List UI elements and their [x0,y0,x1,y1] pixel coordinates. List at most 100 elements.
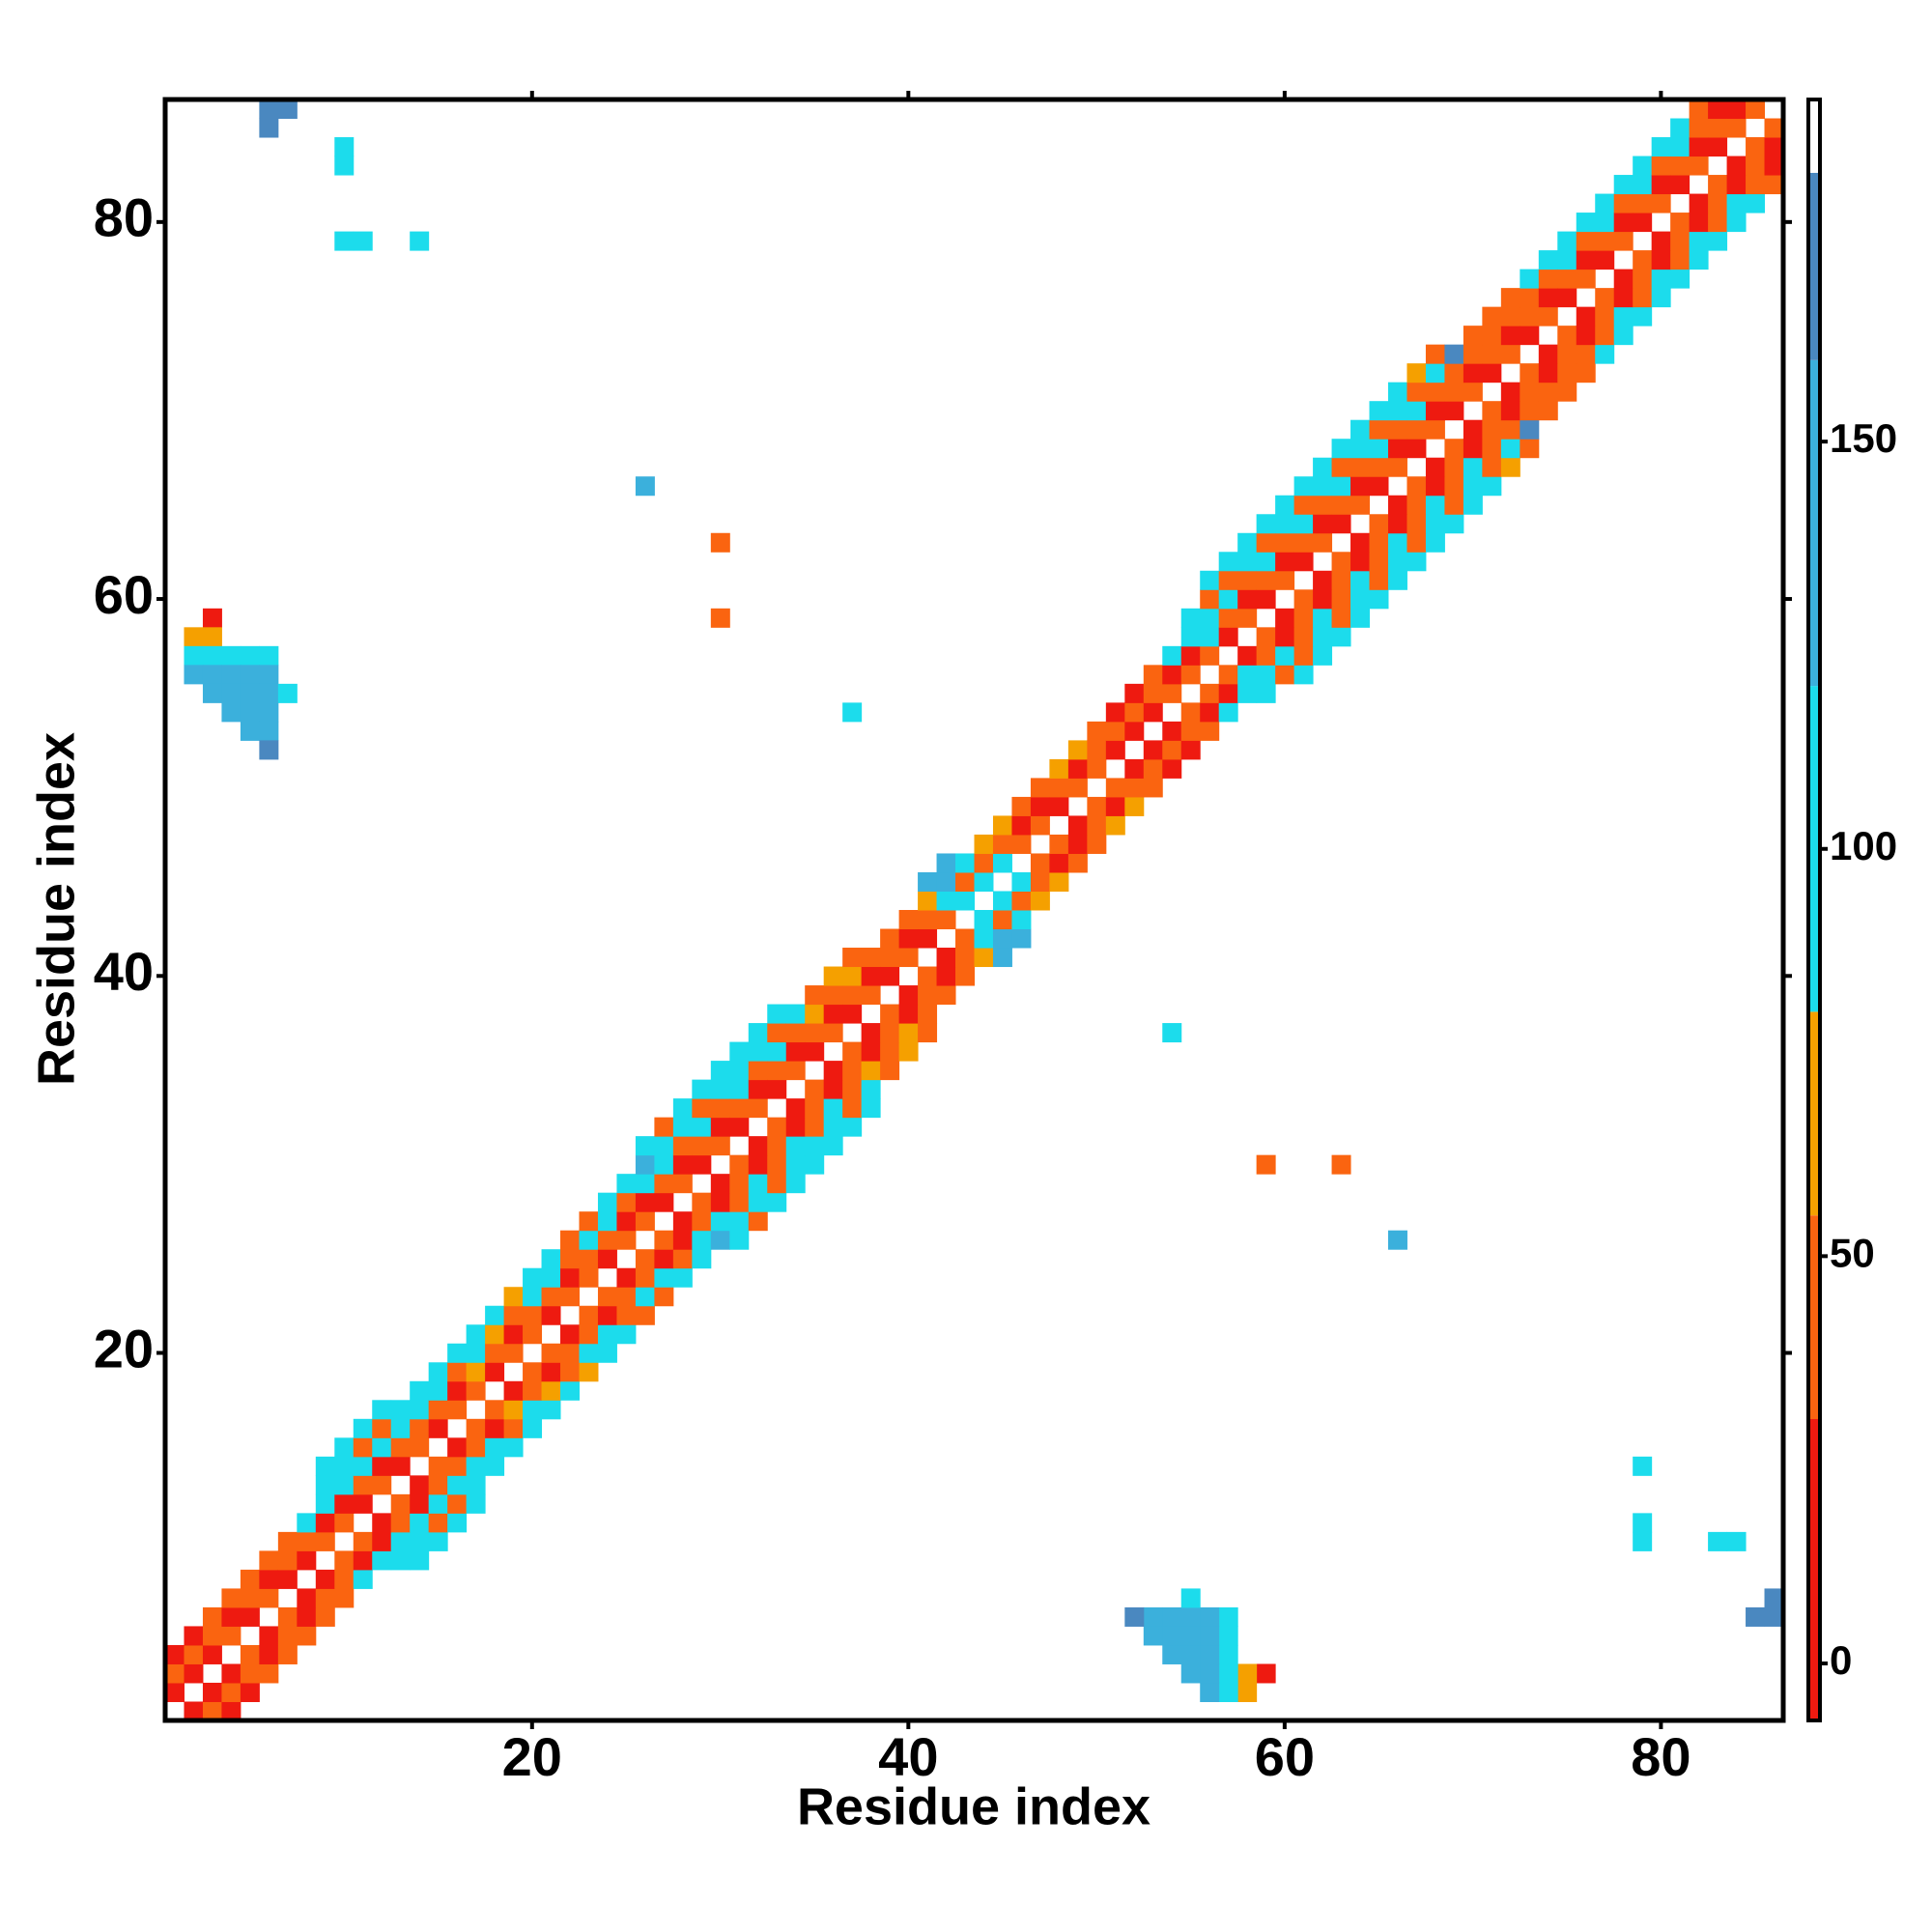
heatmap-cell [315,1456,335,1476]
heatmap-cell [955,948,975,968]
heatmap-cell [1162,683,1182,703]
heatmap-cell [785,1004,806,1024]
heatmap-cell [1313,608,1333,628]
heatmap-cell [823,1061,843,1081]
colorbar-tick-label: 100 [1830,823,1897,868]
heatmap-cell [1595,231,1615,251]
heatmap-cell [1557,269,1577,289]
heatmap-cell [1275,495,1295,515]
heatmap-cell [259,721,279,741]
heatmap-cell [1406,439,1427,459]
heatmap-cell [334,1493,355,1514]
heatmap-cell [1633,1513,1653,1533]
heatmap-cell [861,1098,881,1119]
heatmap-cell [767,1192,787,1212]
heatmap-cell [428,1456,448,1476]
heatmap-cell [1463,476,1483,497]
heatmap-cell [184,1626,204,1646]
heatmap-cell [184,645,204,666]
heatmap-cell [1369,532,1389,553]
heatmap-cell [1520,363,1540,384]
heatmap-cell [579,1249,599,1269]
heatmap-cell [202,608,222,628]
heatmap-cell [259,1626,279,1646]
heatmap-cell [1613,213,1634,233]
heatmap-cell [297,1513,317,1533]
heatmap-cell [1124,1606,1145,1627]
colorbar-band [1808,172,1820,360]
heatmap-cell [1350,552,1371,572]
heatmap-cell [1520,382,1540,402]
heatmap-cell [1764,1588,1784,1608]
heatmap-cell [974,871,994,892]
heatmap-cell [560,1324,580,1345]
heatmap-cell [1180,1663,1201,1684]
heatmap-cell [710,1079,730,1099]
heatmap-cell [1482,306,1502,327]
heatmap-cell [485,1305,505,1325]
heatmap-cell [428,1400,448,1420]
heatmap-cell [1444,401,1464,421]
heatmap-cell [523,1400,543,1420]
heatmap-cell [1143,740,1163,760]
heatmap-cell [1425,401,1445,421]
heatmap-cell [597,1249,617,1269]
heatmap-cell [597,1305,617,1325]
heatmap-cell [1162,645,1182,666]
heatmap-cell [1218,570,1238,590]
heatmap-cell [1425,476,1445,497]
heatmap-cell [523,1305,543,1325]
heatmap-cell [974,928,994,949]
heatmap-cell [1143,683,1163,703]
heatmap-cell [1406,495,1427,515]
heatmap-cell [692,1192,712,1212]
heatmap-cell [1406,532,1427,553]
heatmap-cell [221,1606,242,1627]
heatmap-cell [955,853,975,873]
heatmap-cell [654,1192,674,1212]
heatmap-cell [1030,871,1050,892]
heatmap-cell [1293,476,1314,497]
heatmap-cell [560,1287,580,1307]
heatmap-cell [1538,306,1558,327]
heatmap-cell [1425,382,1445,402]
heatmap-cell [466,1437,486,1458]
heatmap-cell [654,1230,674,1250]
heatmap-cell [861,1061,881,1081]
heatmap-cell [1218,1644,1238,1664]
heatmap-cell [410,1418,430,1438]
heatmap-cell [1200,702,1220,723]
heatmap-cell [1463,382,1483,402]
heatmap-cell [1670,156,1690,176]
heatmap-cell [410,1493,430,1514]
heatmap-cell [372,1437,392,1458]
heatmap-cell [710,532,730,553]
heatmap-cell [1087,796,1107,816]
heatmap-cell [240,683,260,703]
heatmap-cell [710,1230,730,1250]
heatmap-cell [1387,419,1407,440]
heatmap-cell [353,1569,373,1589]
heatmap-cell [523,1380,543,1401]
heatmap-cell [410,1550,430,1571]
heatmap-cell [692,1211,712,1232]
heatmap-cell [1576,231,1596,251]
heatmap-cell [1049,796,1069,816]
heatmap-cell [1576,269,1596,289]
heatmap-cell [1482,401,1502,421]
heatmap-cell [428,1513,448,1533]
heatmap-cell [974,853,994,873]
heatmap-cell [541,1305,561,1325]
heatmap-cell [823,1098,843,1119]
heatmap-cell [1670,250,1690,270]
x-tick-label: 20 [502,1726,562,1787]
heatmap-cell [1162,1023,1182,1043]
heatmap-cell [1275,532,1295,553]
heatmap-cell [503,1380,524,1401]
y-tick-label: 20 [94,1318,154,1378]
heatmap-cell [1293,608,1314,628]
heatmap-cell [315,1531,335,1551]
heatmap-cell [560,1249,580,1269]
heatmap-cell [823,966,843,986]
colorbar-band [1808,359,1820,687]
